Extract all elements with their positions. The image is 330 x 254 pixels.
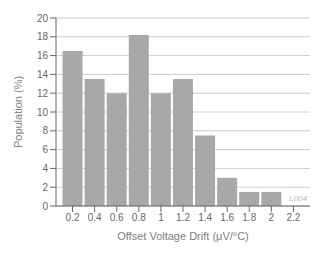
- svg-text:1.2: 1.2: [176, 212, 190, 223]
- svg-text:10: 10: [37, 107, 49, 118]
- svg-text:0: 0: [42, 201, 48, 212]
- svg-text:Offset Voltage Drift (μV/°C): Offset Voltage Drift (μV/°C): [117, 230, 249, 242]
- svg-text:0.4: 0.4: [88, 212, 102, 223]
- svg-text:1: 1: [158, 212, 164, 223]
- svg-text:8: 8: [42, 125, 48, 136]
- svg-text:0.2: 0.2: [66, 212, 80, 223]
- svg-text:2: 2: [269, 212, 275, 223]
- svg-text:4: 4: [42, 163, 48, 174]
- svg-text:16: 16: [37, 50, 49, 61]
- svg-text:1.6: 1.6: [220, 212, 234, 223]
- svg-text:2.2: 2.2: [286, 212, 300, 223]
- svg-text:1.8: 1.8: [242, 212, 256, 223]
- svg-text:0.6: 0.6: [110, 212, 124, 223]
- svg-text:20: 20: [37, 13, 49, 24]
- svg-text:12: 12: [37, 88, 49, 99]
- svg-text:6: 6: [42, 144, 48, 155]
- svg-text:2: 2: [42, 182, 48, 193]
- svg-text:14: 14: [37, 69, 49, 80]
- svg-text:Population (%): Population (%): [12, 76, 24, 148]
- svg-text:0.8: 0.8: [132, 212, 146, 223]
- html-text:L004: L004: [289, 194, 307, 203]
- svg-text:1.4: 1.4: [198, 212, 212, 223]
- svg-text:18: 18: [37, 31, 49, 42]
